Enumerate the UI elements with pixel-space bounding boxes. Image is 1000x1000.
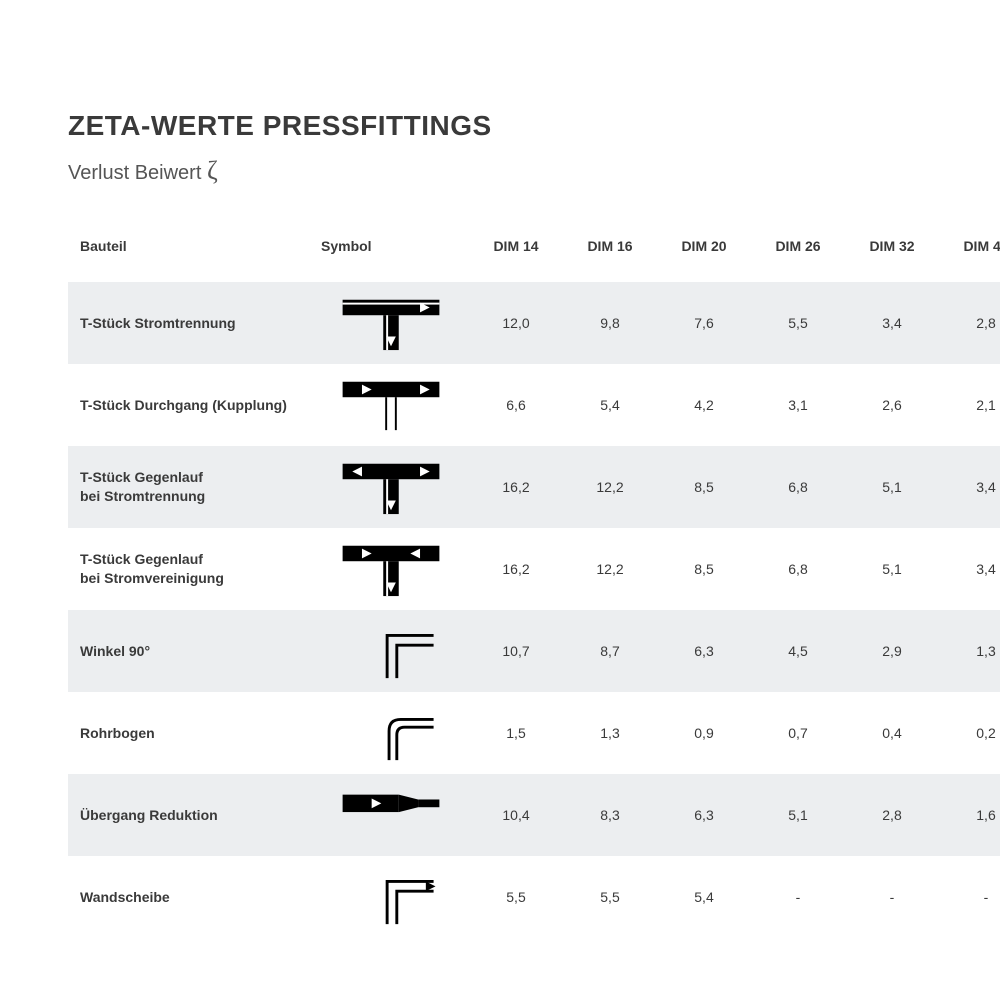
table-body: T-Stück Stromtrennung12,09,87,65,53,42,8… [68,282,1000,938]
col-symbol: Symbol [313,224,469,282]
cell-d14: 1,5 [469,692,563,774]
cell-d14: 6,6 [469,364,563,446]
cell-d16: 5,5 [563,856,657,938]
cell-bauteil: Wandscheibe [68,856,313,938]
cell-d26: 4,5 [751,610,845,692]
cell-d14: 16,2 [469,446,563,528]
cell-symbol [313,364,469,446]
cell-d40: 1,6 [939,774,1000,856]
t-diverge-icon [336,456,446,516]
cell-symbol [313,610,469,692]
zeta-symbol: ζ [207,156,218,185]
cell-bauteil: T-Stück Gegenlaufbei Stromtrennung [68,446,313,528]
cell-d32: 5,1 [845,446,939,528]
cell-d26: 5,5 [751,282,845,364]
table-row: Rohrbogen1,51,30,90,70,40,2- [68,692,1000,774]
cell-symbol [313,774,469,856]
subtitle-prefix: Verlust Beiwert [68,162,207,184]
cell-symbol [313,856,469,938]
t-split-icon [336,292,446,352]
cell-d26: 3,1 [751,364,845,446]
table-row: Winkel 90°10,78,76,34,52,91,31,3 [68,610,1000,692]
cell-d40: - [939,856,1000,938]
cell-d40: 3,4 [939,446,1000,528]
cell-d40: 3,4 [939,528,1000,610]
table-row: T-Stück Stromtrennung 12,09,87,65,53,42,8… [68,282,1000,364]
elbow-sharp-icon [336,620,446,680]
cell-d20: 8,5 [657,446,751,528]
cell-d40: 2,8 [939,282,1000,364]
elbow-round-icon [336,702,446,762]
cell-d32: 2,6 [845,364,939,446]
cell-d20: 4,2 [657,364,751,446]
cell-d20: 0,9 [657,692,751,774]
cell-d26: - [751,856,845,938]
cell-bauteil: T-Stück Durchgang (Kupplung) [68,364,313,446]
cell-symbol [313,528,469,610]
wall-elbow-icon [336,866,446,926]
cell-d40: 0,2 [939,692,1000,774]
page-title: ZETA-WERTE PRESSFITTINGS [68,110,942,142]
cell-d16: 5,4 [563,364,657,446]
cell-bauteil: T-Stück Gegenlaufbei Stromvereinigung [68,528,313,610]
table-row: Wandscheibe5,55,55,4---- [68,856,1000,938]
cell-d32: - [845,856,939,938]
col-dim32: DIM 32 [845,224,939,282]
cell-d20: 6,3 [657,774,751,856]
table-row: T-Stück Gegenlaufbei Stromtrennung 16,212… [68,446,1000,528]
cell-symbol [313,282,469,364]
cell-d16: 12,2 [563,446,657,528]
cell-d32: 0,4 [845,692,939,774]
cell-d14: 5,5 [469,856,563,938]
cell-symbol [313,692,469,774]
cell-d14: 10,7 [469,610,563,692]
cell-d40: 1,3 [939,610,1000,692]
cell-bauteil: Winkel 90° [68,610,313,692]
cell-bauteil: Übergang Reduktion [68,774,313,856]
cell-d16: 8,7 [563,610,657,692]
cell-d20: 7,6 [657,282,751,364]
col-dim16: DIM 16 [563,224,657,282]
cell-d14: 10,4 [469,774,563,856]
cell-d20: 5,4 [657,856,751,938]
cell-d16: 9,8 [563,282,657,364]
table-row: T-Stück Durchgang (Kupplung) 6,65,44,23,1… [68,364,1000,446]
page-subtitle: Verlust Beiwert ζ [68,156,942,186]
cell-d20: 6,3 [657,610,751,692]
cell-d32: 2,8 [845,774,939,856]
col-bauteil: Bauteil [68,224,313,282]
cell-d26: 5,1 [751,774,845,856]
cell-d16: 12,2 [563,528,657,610]
reducer-icon [336,784,446,844]
table-row: T-Stück Gegenlaufbei Stromvereinigung 16,… [68,528,1000,610]
t-converge-icon [336,538,446,598]
cell-d32: 3,4 [845,282,939,364]
cell-d26: 0,7 [751,692,845,774]
cell-d26: 6,8 [751,528,845,610]
col-dim14: DIM 14 [469,224,563,282]
cell-bauteil: T-Stück Stromtrennung [68,282,313,364]
cell-d16: 8,3 [563,774,657,856]
cell-d26: 6,8 [751,446,845,528]
cell-d32: 2,9 [845,610,939,692]
cell-symbol [313,446,469,528]
cell-d20: 8,5 [657,528,751,610]
cell-d14: 12,0 [469,282,563,364]
cell-d16: 1,3 [563,692,657,774]
col-dim40: DIM 40 [939,224,1000,282]
zeta-table: Bauteil Symbol DIM 14 DIM 16 DIM 20 DIM … [68,224,1000,938]
cell-d14: 16,2 [469,528,563,610]
cell-d32: 5,1 [845,528,939,610]
header-row: Bauteil Symbol DIM 14 DIM 16 DIM 20 DIM … [68,224,1000,282]
col-dim20: DIM 20 [657,224,751,282]
cell-d40: 2,1 [939,364,1000,446]
page: ZETA-WERTE PRESSFITTINGS Verlust Beiwert… [0,0,1000,938]
table-row: Übergang Reduktion10,48,36,35,12,81,61,3 [68,774,1000,856]
t-through-icon [336,374,446,434]
col-dim26: DIM 26 [751,224,845,282]
cell-bauteil: Rohrbogen [68,692,313,774]
